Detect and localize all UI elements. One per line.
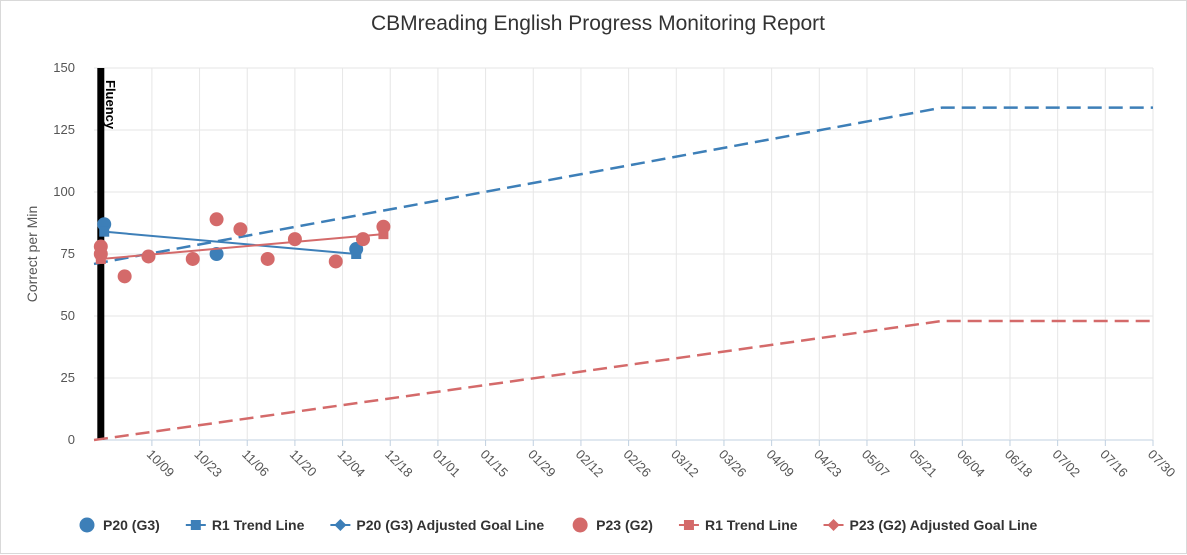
x-tick-label: 02/26 [620,447,654,481]
legend-label: R1 Trend Line [705,517,798,533]
y-axis-label: Correct per Min [24,206,40,302]
x-tick-label: 01/01 [430,447,464,481]
data-point [209,212,224,227]
trend-end-marker [351,249,362,259]
phase-marker-label: Fluency [103,80,118,130]
goal-line [93,319,1153,442]
y-tick-label: 150 [53,60,75,75]
legend-diamond-icon [334,519,347,531]
x-tick-label: 07/16 [1097,447,1131,481]
y-tick-label: 125 [53,122,75,137]
goal-line [93,106,1153,266]
x-tick-label: 03/26 [716,447,750,481]
legend-label: R1 Trend Line [212,517,305,533]
legend-label: P20 (G3) Adjusted Goal Line [356,517,544,533]
data-point [141,249,156,264]
x-tick-label: 01/29 [525,447,559,481]
data-point [260,251,275,266]
legend: P20 (G3) R1 Trend Line P20 (G3) Adjusted G… [79,517,1038,533]
x-tick-label: 04/09 [764,447,798,481]
x-tick-label: 02/12 [573,447,607,481]
legend-label: P23 (G2) [596,517,653,533]
y-tick-label: 0 [68,432,75,447]
legend-item: P20 (G3) Adjusted Goal Line [330,517,544,533]
data-point [185,251,200,266]
data-point [356,232,371,247]
x-tick-label: 07/02 [1050,447,1084,481]
grid-layer [94,67,1154,446]
legend-circle-icon [79,517,95,533]
legend-item: R1 Trend Line [678,517,798,533]
x-tick-label: 07/30 [1145,447,1179,481]
data-point [209,247,224,261]
legend-square-icon [190,520,201,530]
series-5 [93,319,1153,442]
y-tick-label: 25 [61,370,75,385]
trend-line [100,233,384,260]
series-3 [93,212,391,284]
trend-start-marker [99,226,110,237]
legend-label: P23 (G2) Adjusted Goal Line [850,517,1038,533]
x-tick-label: 03/12 [668,447,702,481]
x-tick-label: 11/20 [287,447,320,480]
x-tick-label: 12/18 [382,447,416,481]
y-tick-label: 50 [61,308,75,323]
legend-circle-icon [572,517,588,533]
x-tick-label: 06/04 [954,447,988,481]
legend-label: P20 (G3) [103,517,160,533]
trend-start-marker [95,253,106,264]
series-1 [99,226,362,259]
x-axis-ticks: 10/09 10/23 11/06 11/20 12/04 12/18 01/01 01/15… [144,447,1179,481]
chart-title: CBMreading English Progress Monitoring R… [371,12,825,35]
y-tick-label: 100 [53,184,75,199]
legend-item: P23 (G2) Adjusted Goal Line [823,517,1038,533]
y-axis-ticks: 0 25 50 75 100 125 150 [53,60,75,447]
y-tick-label: 75 [61,246,75,261]
x-tick-label: 10/09 [144,447,178,481]
series-2 [93,106,1153,266]
x-tick-label: 05/07 [859,447,893,481]
data-point [233,222,248,237]
x-tick-label: 01/15 [477,447,511,481]
x-tick-label: 12/04 [334,447,368,481]
legend-diamond-icon [827,519,840,531]
legend-square-icon [683,520,694,530]
series-4 [95,229,389,264]
legend-item: P20 (G3) [79,517,160,533]
trend-line [104,230,357,255]
data-point [117,269,132,284]
x-tick-label: 11/06 [239,447,272,480]
x-tick-label: 10/23 [191,447,225,481]
series-layer [93,106,1153,442]
legend-item: P23 (G2) [572,517,653,533]
x-tick-label: 05/21 [907,447,941,481]
data-point [328,254,343,269]
data-point [287,232,302,247]
x-tick-label: 04/23 [811,447,845,481]
x-tick-label: 06/18 [1002,447,1036,481]
trend-end-marker [378,229,389,240]
legend-item: R1 Trend Line [185,517,305,533]
